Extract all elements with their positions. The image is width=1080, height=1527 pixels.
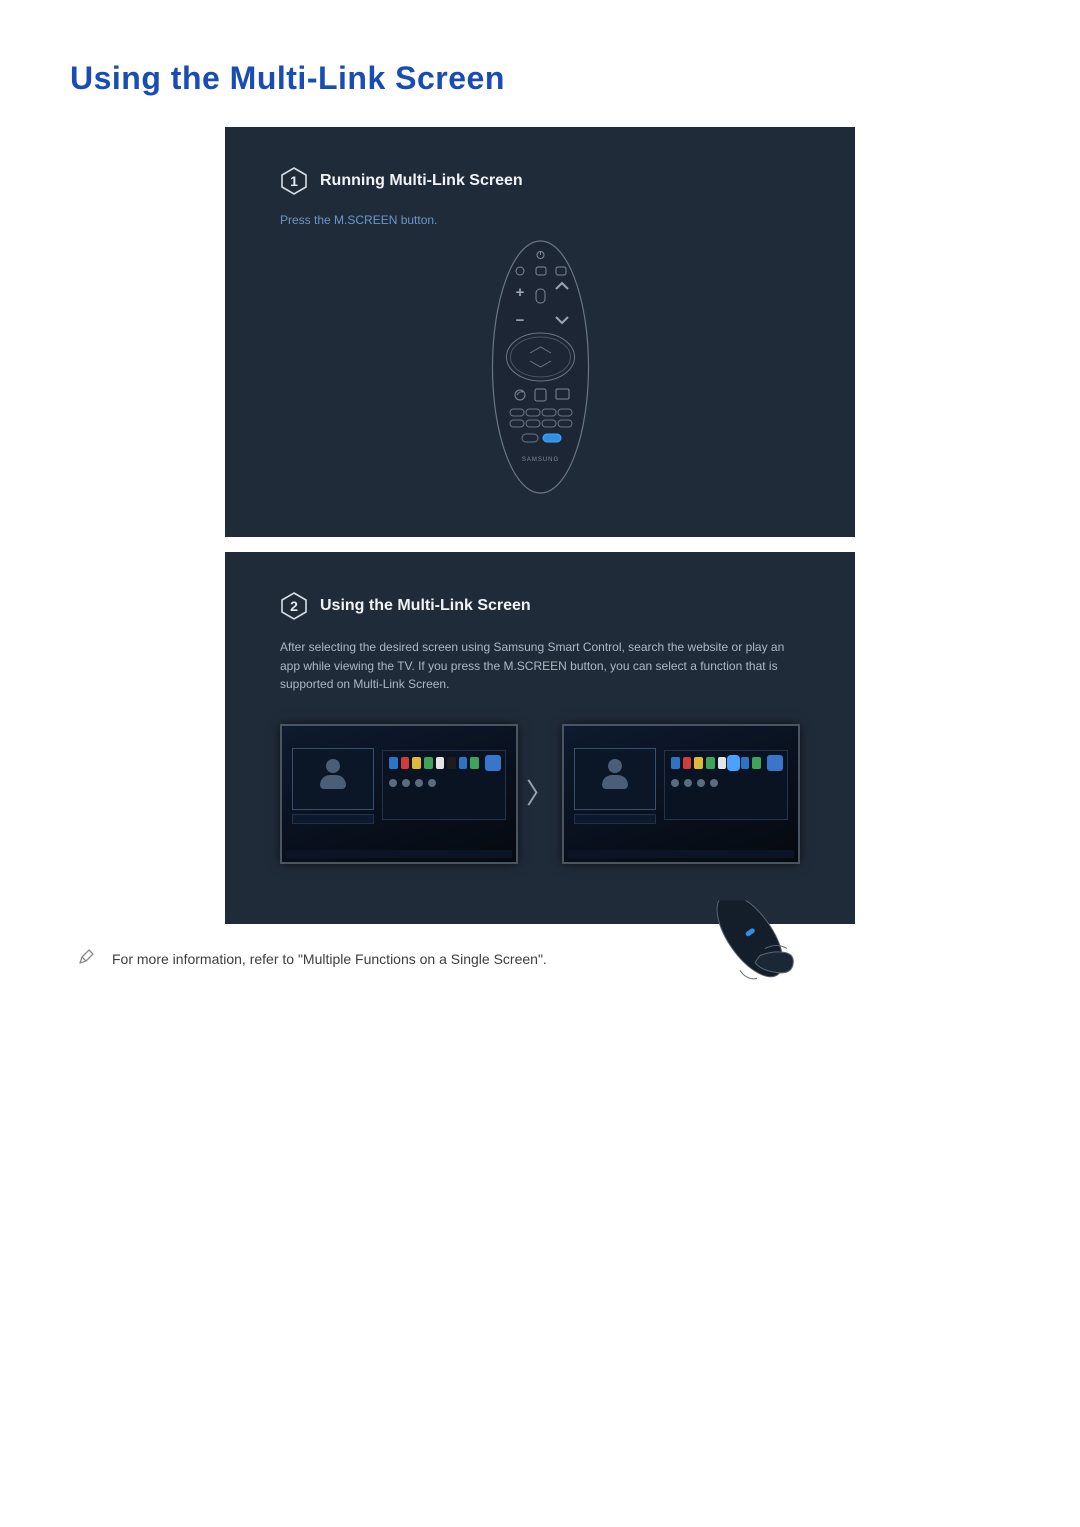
left-tv-screen bbox=[280, 724, 518, 864]
right-app-grid bbox=[664, 750, 788, 820]
svg-text:−: − bbox=[515, 312, 524, 329]
page-title: Using the Multi-Link Screen bbox=[70, 60, 1010, 97]
left-app-grid bbox=[382, 750, 506, 820]
step-1-title: Running Multi-Link Screen bbox=[320, 172, 523, 190]
hand-remote-icon bbox=[695, 900, 815, 990]
left-video-pane bbox=[292, 748, 374, 810]
step-2-panel: 2 Using the Multi-Link Screen After sele… bbox=[225, 552, 855, 924]
right-tv-screen bbox=[562, 724, 800, 864]
step-1-header: 1 Running Multi-Link Screen bbox=[280, 167, 800, 195]
svg-text:+: + bbox=[515, 284, 524, 301]
step-2-header: 2 Using the Multi-Link Screen bbox=[280, 592, 800, 620]
step-number-hexagon-1: 1 bbox=[280, 167, 308, 195]
footnote-text: For more information, refer to "Multiple… bbox=[112, 951, 547, 967]
step-number-hexagon-2: 2 bbox=[280, 592, 308, 620]
right-video-pane bbox=[574, 748, 656, 810]
pencil-icon bbox=[78, 949, 94, 970]
footnote-row: For more information, refer to "Multiple… bbox=[70, 949, 1010, 970]
step-2-number: 2 bbox=[290, 598, 298, 614]
step-1-instruction: Press the M.SCREEN button. bbox=[280, 213, 800, 227]
step-1-panel: 1 Running Multi-Link Screen Press the M.… bbox=[225, 127, 855, 537]
step-2-description: After selecting the desired screen using… bbox=[280, 638, 800, 694]
step-2-title: Using the Multi-Link Screen bbox=[320, 597, 531, 615]
remote-illustration: + − bbox=[280, 237, 800, 497]
dual-screen-illustration: 〉 bbox=[280, 724, 800, 864]
step-1-number: 1 bbox=[290, 173, 298, 189]
remote-brand-label: SAMSUNG bbox=[521, 457, 558, 463]
arrow-right-icon: 〉 bbox=[524, 780, 556, 808]
